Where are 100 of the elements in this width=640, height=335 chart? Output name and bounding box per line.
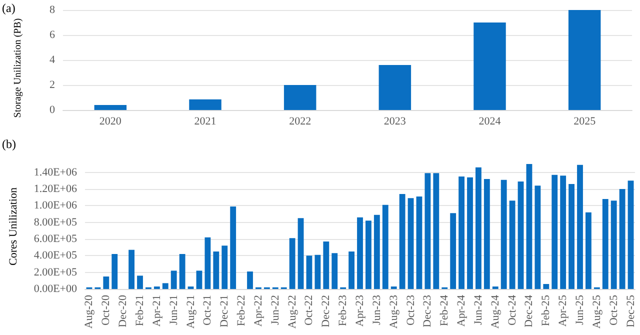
x-tick-label: Oct-24 [506,294,518,326]
bar [509,200,516,289]
bar [518,182,524,289]
y-tick-label: 1.00E+06 [34,200,78,212]
bar [357,217,363,289]
bar [382,204,388,289]
y-tick-label: 1.40E+06 [34,166,78,178]
x-tick-label: Apr-25 [557,294,570,327]
bar [162,283,168,289]
bar [433,173,440,289]
bar [586,212,592,289]
x-tick-label: Dec-21 [218,295,231,328]
bar [534,186,541,289]
x-tick-label: Aug-24 [489,294,502,329]
bar [314,254,321,289]
y-tick-label: 2 [50,79,55,91]
x-tick-label: Oct-23 [404,294,417,326]
text: (a) [2,1,16,15]
bar [416,196,422,289]
bar [450,213,456,289]
bar [577,164,583,289]
x-tick-label: Dec-24 [523,294,536,328]
bar [323,242,330,289]
bar [610,200,617,289]
bar [213,252,220,289]
bar [568,184,574,289]
bar [230,206,236,289]
bar [179,254,186,289]
x-tick-label: Dec-20 [117,294,130,328]
bar [526,164,532,289]
bar [424,173,431,289]
bar [128,250,134,289]
x-tick-label: 2023 [384,116,406,128]
bar [628,180,634,289]
y-tick-label: 0 [50,104,56,116]
bar [222,246,228,289]
bar [619,189,626,289]
bar [284,85,316,110]
x-tick-label: Oct-22 [303,295,316,326]
x-tick-label: Aug-23 [388,294,400,329]
x-tick-label: Apr-22 [252,295,264,327]
bar [196,270,202,289]
x-tick-label: Feb-24 [438,294,451,326]
bar [374,214,380,289]
x-tick-label: Feb-25 [540,294,552,326]
bar [568,10,601,110]
x-tick-label: 2024 [478,116,502,128]
x-tick-label: Oct-21 [202,295,214,326]
x-tick-label: Feb-22 [236,295,248,326]
y-axis-title: Cores Unilization [8,187,20,266]
x-tick-label: Feb-21 [134,295,146,326]
bar [378,65,412,110]
bar [289,238,296,289]
bar [94,105,127,110]
bar [332,253,338,289]
bar [204,237,211,289]
bar [298,218,304,289]
y-tick-label: 4.00E+05 [34,250,78,262]
x-tick-label: Aug-25 [590,294,603,329]
bar [602,199,608,289]
bar [306,256,312,289]
bar [543,284,550,289]
y-axis-title: Storage Unilization (PB) [12,18,24,118]
bar [170,270,177,289]
bar [552,174,558,289]
x-tick-label: 2020 [99,116,122,128]
x-tick-label: Jun-21 [168,295,180,325]
y-tick-label: 4 [50,54,56,66]
x-tick-label: Dec-25 [624,294,637,328]
bar [137,276,143,289]
y-tick-label: 1.20E+06 [34,183,78,195]
x-tick-label: Oct-20 [100,294,112,326]
x-tick-label: Aug-20 [83,294,96,329]
x-tick-label: 2025 [574,116,596,128]
y-tick-label: 8 [50,4,56,16]
x-tick-label: Jun-22 [269,295,282,325]
x-tick-label: Jun-25 [574,294,586,325]
y-tick-label: 0.00E+00 [34,283,78,295]
bar [112,254,118,289]
y-tick-label: 6.00E+05 [34,233,78,245]
bar [366,220,372,289]
bar [484,179,490,289]
y-tick-label: 2.00E+05 [34,266,78,278]
bar [247,272,253,289]
bar [476,167,482,289]
x-tick-label: Apr-23 [354,294,366,327]
x-tick-label: 2021 [194,116,216,128]
bar [189,99,222,110]
bar [348,252,354,289]
y-tick-label: 6 [50,29,56,41]
bar [467,177,473,289]
bar [458,176,464,289]
bar [103,276,110,289]
x-tick-label: Jun-24 [472,294,484,325]
y-tick-label: 8.00E+05 [34,216,78,228]
bar [399,194,406,289]
bar [500,180,507,289]
x-tick-label: Feb-23 [337,294,350,326]
bar [560,176,566,289]
x-tick-label: 2022 [289,116,312,128]
